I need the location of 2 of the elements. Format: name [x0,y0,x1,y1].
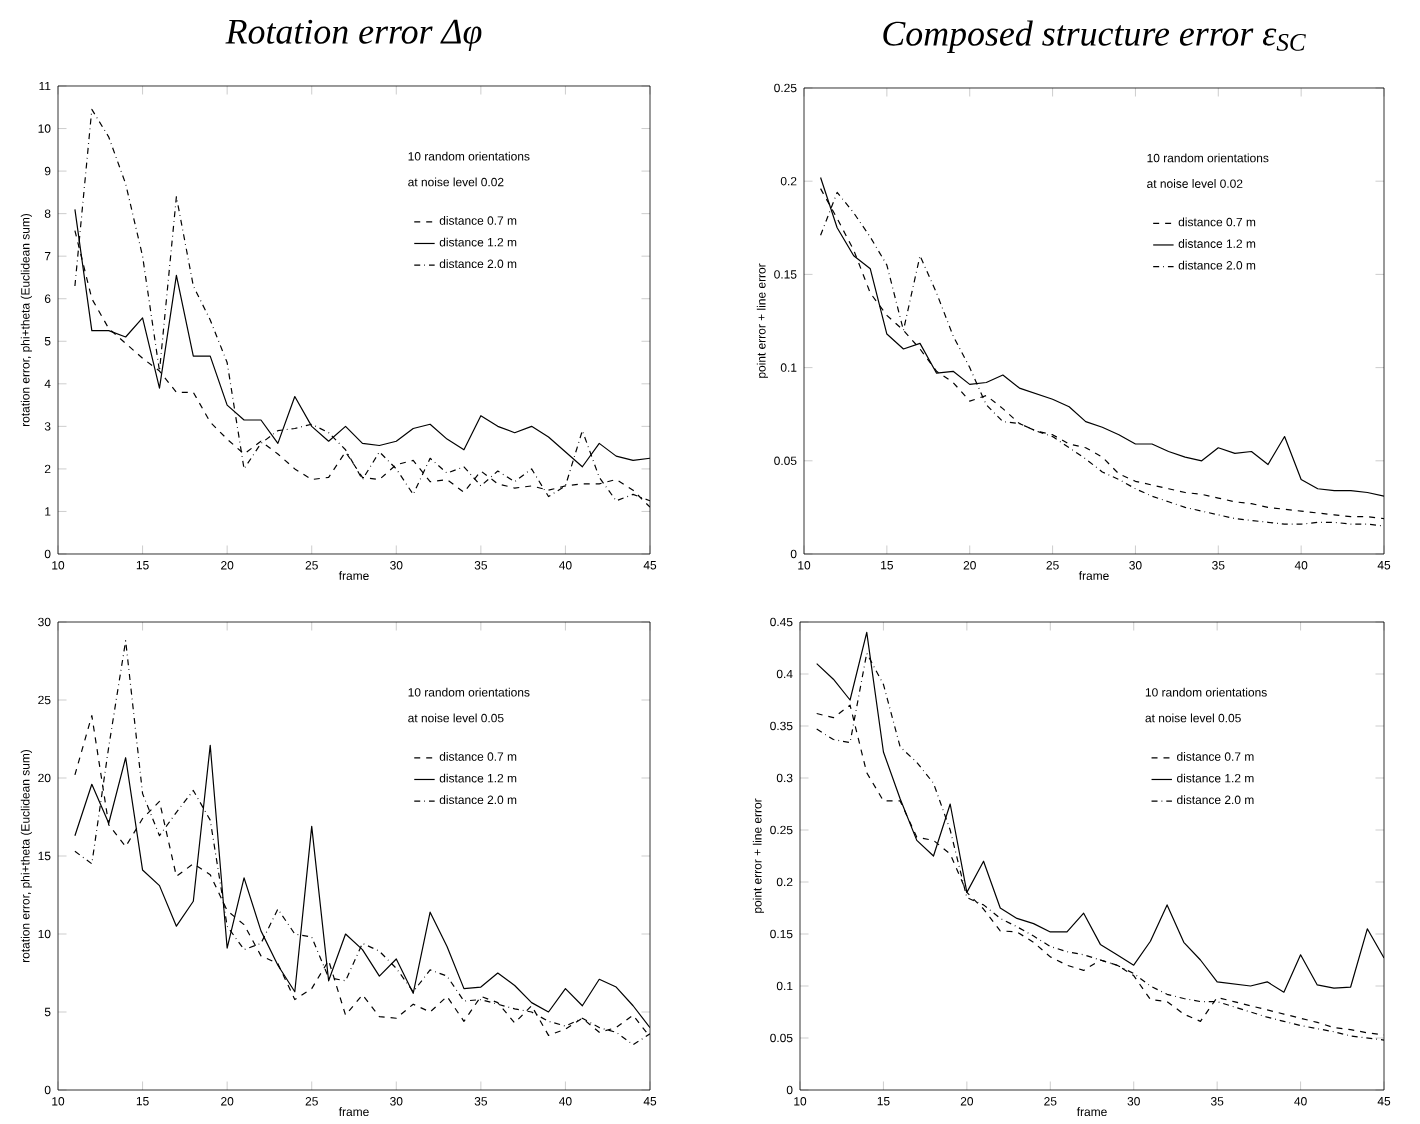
chart-title: Composed structure error ε$_{SC}$ [883,20,1306,54]
chart-title: Rotation error Δφ [225,19,482,52]
